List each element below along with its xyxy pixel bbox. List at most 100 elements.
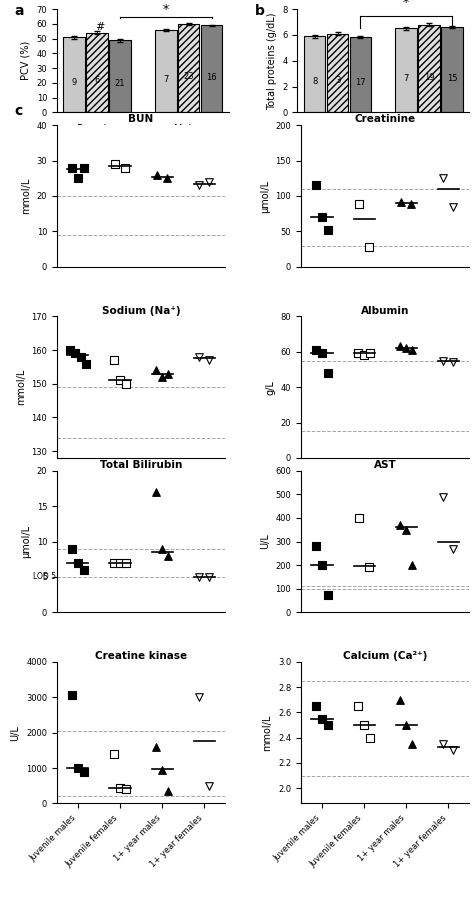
Point bbox=[195, 178, 203, 193]
Bar bbox=[63, 37, 85, 112]
Y-axis label: U/L: U/L bbox=[260, 533, 270, 550]
Point bbox=[158, 541, 166, 556]
Point bbox=[205, 174, 213, 189]
Point bbox=[152, 740, 160, 754]
Point bbox=[409, 737, 416, 751]
Text: 16: 16 bbox=[206, 73, 217, 82]
Point bbox=[355, 197, 363, 212]
Point bbox=[325, 223, 332, 237]
Point bbox=[318, 346, 326, 361]
Point bbox=[66, 342, 73, 357]
Point bbox=[205, 570, 213, 584]
Point bbox=[396, 339, 404, 353]
Point bbox=[110, 747, 118, 761]
Point bbox=[81, 161, 88, 175]
Point bbox=[195, 350, 203, 364]
Text: 23: 23 bbox=[183, 72, 194, 81]
Text: 3: 3 bbox=[335, 77, 340, 86]
Point bbox=[195, 690, 203, 705]
Point bbox=[318, 711, 326, 726]
Bar bbox=[418, 25, 440, 112]
Point bbox=[402, 522, 410, 537]
Y-axis label: μmol/L: μmol/L bbox=[260, 180, 270, 213]
Point bbox=[318, 558, 326, 572]
Point bbox=[449, 743, 457, 758]
Point bbox=[116, 781, 124, 795]
Bar bbox=[441, 27, 463, 112]
Point bbox=[439, 171, 447, 185]
Point bbox=[205, 779, 213, 793]
Text: LOD 5: LOD 5 bbox=[33, 572, 56, 582]
Point bbox=[164, 366, 172, 381]
Point bbox=[325, 718, 332, 732]
Point bbox=[325, 366, 332, 381]
Point bbox=[68, 161, 75, 175]
Point bbox=[409, 558, 416, 572]
Bar bbox=[349, 37, 371, 112]
Bar bbox=[327, 34, 348, 112]
Point bbox=[360, 718, 368, 732]
Point bbox=[365, 561, 373, 575]
Y-axis label: U/L: U/L bbox=[10, 725, 20, 740]
Y-axis label: mmol/L: mmol/L bbox=[21, 178, 31, 215]
Point bbox=[439, 737, 447, 751]
Point bbox=[122, 555, 130, 570]
Text: Males: Males bbox=[174, 124, 203, 134]
Text: *: * bbox=[163, 3, 169, 16]
Y-axis label: Total proteins (g/dL): Total proteins (g/dL) bbox=[267, 12, 277, 110]
Title: Total Bilirubin: Total Bilirubin bbox=[100, 460, 182, 470]
Text: Females: Females bbox=[77, 124, 117, 134]
Text: b: b bbox=[255, 4, 264, 18]
Point bbox=[409, 342, 416, 357]
Point bbox=[354, 698, 362, 713]
Title: Creatine kinase: Creatine kinase bbox=[95, 651, 187, 661]
Point bbox=[195, 570, 203, 584]
Bar bbox=[86, 33, 108, 112]
Point bbox=[449, 199, 457, 214]
Point bbox=[366, 730, 374, 745]
Point bbox=[74, 761, 82, 775]
Point bbox=[354, 346, 362, 361]
Text: Males: Males bbox=[415, 215, 443, 226]
Point bbox=[439, 353, 447, 368]
Text: c: c bbox=[15, 104, 23, 118]
Text: *: * bbox=[403, 0, 410, 9]
Point bbox=[121, 161, 129, 175]
Point bbox=[164, 783, 172, 798]
Bar bbox=[304, 37, 326, 112]
Point bbox=[318, 210, 326, 225]
Point bbox=[396, 692, 404, 707]
Point bbox=[396, 518, 404, 532]
Point bbox=[164, 549, 172, 563]
Text: Females: Females bbox=[317, 215, 358, 226]
Point bbox=[110, 555, 118, 570]
Point bbox=[402, 341, 410, 355]
Bar bbox=[201, 26, 222, 112]
Title: BUN: BUN bbox=[128, 114, 154, 124]
Text: 6: 6 bbox=[94, 76, 100, 85]
Point bbox=[449, 541, 457, 556]
Text: #: # bbox=[95, 22, 105, 32]
Point bbox=[152, 485, 160, 499]
Point bbox=[312, 178, 319, 193]
Point bbox=[74, 555, 82, 570]
Point bbox=[449, 355, 457, 370]
Title: Creatinine: Creatinine bbox=[355, 114, 416, 124]
Point bbox=[74, 171, 82, 185]
Point bbox=[81, 562, 88, 577]
Text: 8: 8 bbox=[312, 78, 317, 87]
Text: 17: 17 bbox=[355, 78, 366, 87]
Point bbox=[158, 370, 166, 384]
Title: AST: AST bbox=[374, 460, 396, 470]
Y-axis label: μmol/L: μmol/L bbox=[21, 525, 31, 558]
Point bbox=[365, 239, 373, 254]
Point bbox=[77, 350, 84, 364]
Y-axis label: mmol/L: mmol/L bbox=[263, 715, 273, 750]
Bar bbox=[155, 30, 177, 112]
Y-axis label: mmol/L: mmol/L bbox=[16, 369, 26, 405]
Bar bbox=[178, 24, 200, 112]
Text: 19: 19 bbox=[424, 73, 434, 82]
Point bbox=[153, 167, 161, 182]
Point bbox=[158, 762, 166, 777]
Y-axis label: g/L: g/L bbox=[265, 380, 275, 394]
